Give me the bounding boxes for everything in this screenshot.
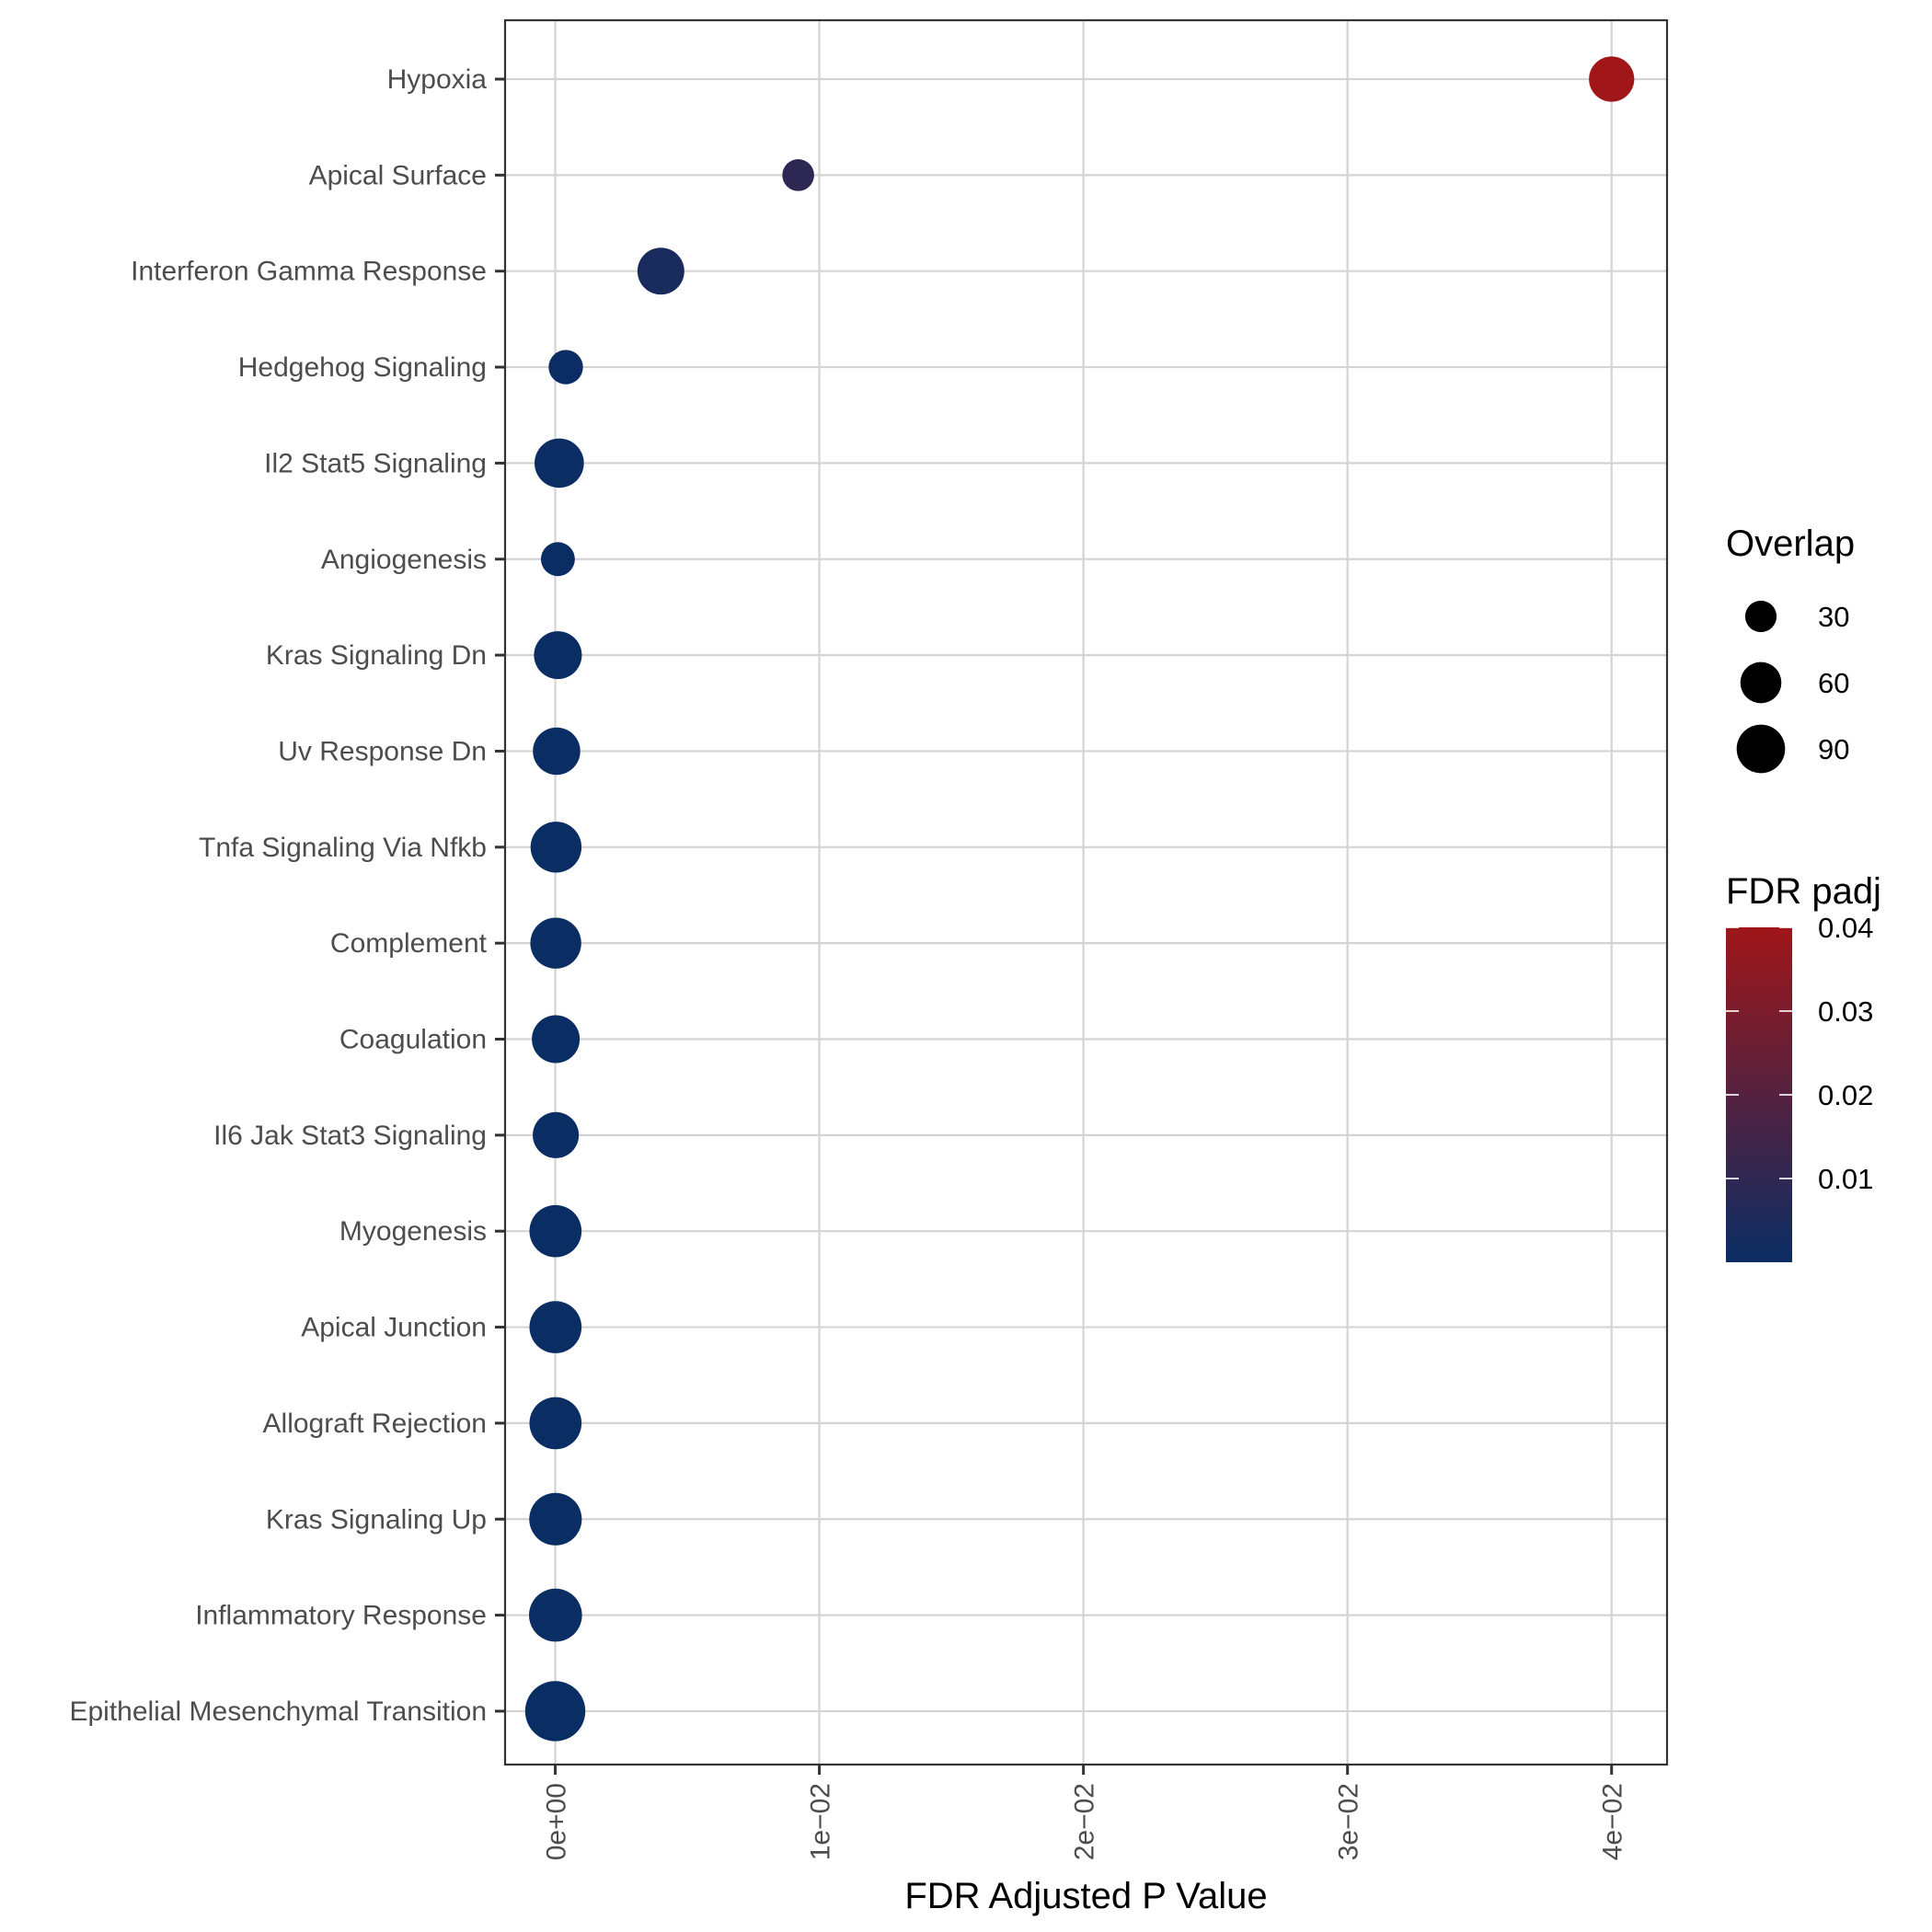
y-tick-label: Uv Response Dn (278, 736, 487, 766)
y-tick-label: Kras Signaling Up (266, 1504, 487, 1535)
point-epithelial-mesenchymal-transition (524, 1681, 586, 1742)
color-legend-label: 0.02 (1818, 1079, 1873, 1111)
size-legend-key (1736, 724, 1786, 774)
point-angiogenesis (540, 542, 575, 577)
point-complement (530, 917, 581, 969)
point-inflammatory-response (529, 1588, 582, 1642)
y-tick-label: Epithelial Mesenchymal Transition (69, 1696, 487, 1727)
y-tick-label: Il6 Jak Stat3 Signaling (213, 1121, 487, 1151)
point-myogenesis (529, 1204, 582, 1258)
y-tick-label: Tnfa Signaling Via Nfkb (199, 833, 487, 863)
point-il2-stat5-signaling (535, 438, 584, 489)
x-tick-label: 1e−02 (806, 1783, 836, 1860)
y-tick-label: Angiogenesis (321, 545, 487, 575)
y-tick-label: Hedgehog Signaling (238, 352, 487, 383)
point-il6-jak-stat3-signaling (533, 1111, 580, 1158)
size-legend-label: 30 (1818, 601, 1849, 633)
y-tick-label: Inflammatory Response (195, 1601, 487, 1631)
y-tick-label: Myogenesis (339, 1216, 487, 1247)
point-apical-surface (782, 159, 814, 191)
y-tick-label: Apical Surface (309, 160, 487, 190)
size-legend-label: 90 (1818, 733, 1849, 765)
size-legend-title: Overlap (1726, 523, 1855, 564)
size-legend-key (1740, 661, 1782, 704)
y-tick-label: Apical Junction (301, 1313, 487, 1343)
y-axis: Hypoxia Apical Surface Interferon Gamma Re… (69, 64, 505, 1727)
point-coagulation (532, 1015, 581, 1064)
x-tick-label: 4e−02 (1598, 1783, 1628, 1860)
color-legend-title: FDR padj (1726, 871, 1881, 912)
y-tick-label: Il2 Stat5 Signaling (264, 448, 487, 478)
size-legend: Overlap 30 60 90 (1726, 523, 1855, 774)
plot-background (505, 20, 1667, 1765)
x-axis-title: FDR Adjusted P Value (904, 1876, 1267, 1916)
point-uv-response-dn (533, 727, 581, 776)
point-tnfa-signaling-via-nfkb (530, 822, 582, 873)
point-apical-junction (529, 1301, 582, 1353)
x-tick-label: 0e+00 (542, 1783, 572, 1860)
y-tick-label: Kras Signaling Dn (266, 640, 487, 671)
y-tick-label: Hypoxia (387, 64, 488, 95)
x-tick-label: 3e−02 (1334, 1783, 1364, 1860)
point-hypoxia (1589, 56, 1635, 102)
y-tick-label: Coagulation (339, 1025, 487, 1055)
color-legend: FDR padj 0.01 0.02 0.03 0.04 (1726, 871, 1881, 1262)
data-points (524, 56, 1635, 1742)
point-kras-signaling-dn (534, 631, 582, 680)
plot-frame (503, 18, 1669, 1766)
panel-border (503, 18, 1669, 1766)
point-allograft-rejection (529, 1397, 582, 1450)
size-legend-key (1744, 600, 1777, 633)
point-interferon-gamma-response (637, 247, 684, 295)
color-legend-label: 0.03 (1818, 995, 1873, 1028)
x-axis: 0e+00 1e−02 2e−02 3e−02 4e−02 (542, 1765, 1628, 1860)
size-legend-label: 60 (1818, 667, 1849, 699)
y-tick-label: Interferon Gamma Response (131, 257, 487, 287)
color-legend-label: 0.04 (1818, 912, 1873, 944)
y-tick-label: Allograft Rejection (263, 1409, 487, 1439)
grid-lines (505, 20, 1667, 1765)
color-legend-label: 0.01 (1818, 1163, 1873, 1195)
x-tick-label: 2e−02 (1070, 1783, 1100, 1860)
panel-background (505, 20, 1667, 1765)
point-kras-signaling-up (529, 1492, 582, 1546)
point-hedgehog-signaling (548, 350, 583, 385)
y-tick-label: Complement (330, 928, 488, 959)
